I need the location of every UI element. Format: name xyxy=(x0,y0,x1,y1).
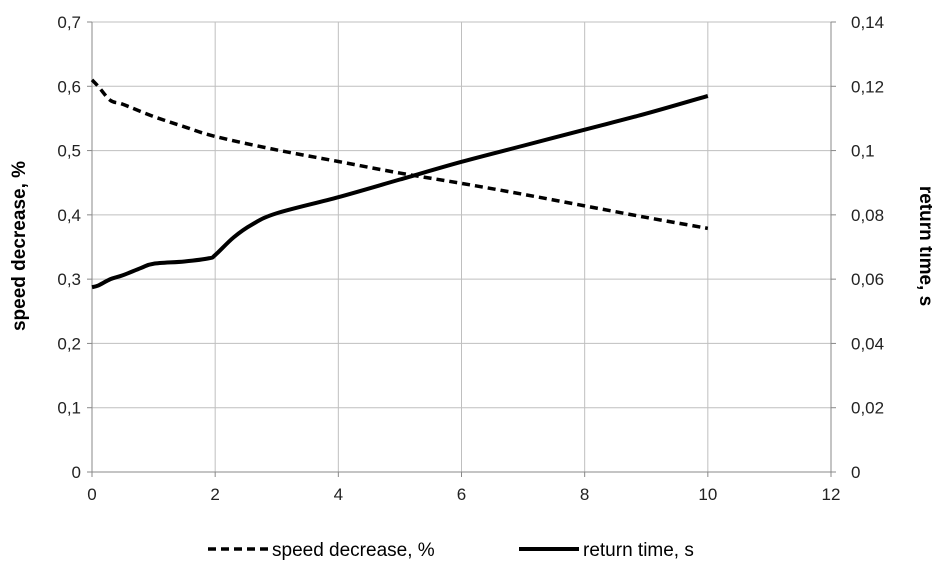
y-right-tick-label-1: 0,02 xyxy=(851,399,884,418)
y-left-tick-label-0: 0 xyxy=(72,463,81,482)
y-left-tick-label-1: 0,1 xyxy=(57,399,81,418)
y-right-tick-label-0: 0 xyxy=(851,463,860,482)
left-axis-title: speed decrease, % xyxy=(9,161,30,331)
y-left-tick-label-4: 0,4 xyxy=(57,206,81,225)
y-left-tick-label-3: 0,3 xyxy=(57,270,81,289)
series-line-speed-decrease xyxy=(90,78,709,231)
left-axis-ticks: 0 0,1 0,2 0,3 0,4 0,5 0,6 0,7 xyxy=(57,13,92,482)
point-speed-decrease-11 xyxy=(521,192,525,196)
y-left-tick-label-6: 0,6 xyxy=(57,77,81,96)
x-tick-label-0: 0 xyxy=(87,485,96,504)
legend: speed decrease, % return time, s xyxy=(208,540,694,561)
x-axis-ticks: 0 2 4 6 8 10 12 xyxy=(87,472,840,504)
y-right-tick-label-2: 0,04 xyxy=(851,334,884,353)
grid-lines xyxy=(91,21,832,473)
y-right-tick-label-4: 0,08 xyxy=(851,206,884,225)
y-left-tick-label-2: 0,2 xyxy=(57,334,81,353)
right-axis-title: return time, s xyxy=(915,186,932,306)
x-tick-label-5: 10 xyxy=(698,485,717,504)
legend-label-return-time: return time, s xyxy=(583,540,694,561)
legend-label-speed-decrease: speed decrease, % xyxy=(272,540,435,561)
x-tick-label-1: 2 xyxy=(210,485,219,504)
x-tick-label-2: 4 xyxy=(334,485,343,504)
y-right-tick-label-7: 0,14 xyxy=(851,13,884,32)
y-right-tick-label-5: 0,1 xyxy=(851,142,875,161)
x-tick-label-4: 8 xyxy=(580,485,589,504)
y-right-tick-label-6: 0,12 xyxy=(851,77,884,96)
right-axis-ticks: 0 0,02 0,04 0,06 0,08 0,1 0,12 0,14 xyxy=(831,13,884,482)
series-line-return-time xyxy=(91,94,709,290)
y-left-tick-label-5: 0,5 xyxy=(57,142,81,161)
x-tick-label-3: 6 xyxy=(457,485,466,504)
x-tick-label-6: 12 xyxy=(822,485,841,504)
y-right-tick-label-3: 0,06 xyxy=(851,270,884,289)
y-left-tick-label-7: 0,7 xyxy=(57,13,81,32)
series-layer xyxy=(90,78,709,290)
